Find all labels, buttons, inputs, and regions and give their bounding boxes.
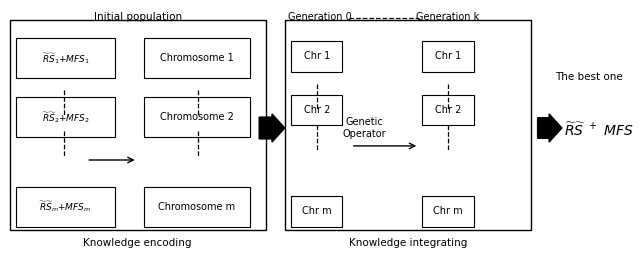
Bar [16,187,115,227]
Text: Chr 1: Chr 1 [435,51,461,61]
Text: Generation 0: Generation 0 [288,12,352,22]
Bar [144,187,250,227]
Text: Knowledge integrating: Knowledge integrating [349,238,467,248]
Text: Chromosome 2: Chromosome 2 [160,112,234,122]
Bar [285,20,531,230]
Text: $\widetilde{R}\widetilde{S}_m{+}MFS_m$: $\widetilde{R}\widetilde{S}_m{+}MFS_m$ [40,199,92,214]
Text: Initial population: Initial population [93,12,182,22]
Bar [144,38,250,78]
Bar [422,95,474,125]
Text: Chr m: Chr m [433,206,463,216]
Text: Chr 2: Chr 2 [303,105,330,115]
Bar [10,20,266,230]
Text: Chromosome 1: Chromosome 1 [160,53,234,63]
Bar [291,41,342,72]
Bar [422,41,474,72]
Bar [16,97,115,137]
Text: Chr 2: Chr 2 [435,105,461,115]
Bar [16,38,115,78]
Text: $\widetilde{R}\widetilde{S}$ $^+$ $MFS$: $\widetilde{R}\widetilde{S}$ $^+$ $MFS$ [564,122,634,139]
Text: Chr 1: Chr 1 [303,51,330,61]
FancyArrow shape [538,114,562,142]
Text: Genetic
Operator: Genetic Operator [343,117,387,139]
Text: $\widetilde{R}\widetilde{S}_2{+}MFS_2$: $\widetilde{R}\widetilde{S}_2{+}MFS_2$ [42,110,90,125]
Bar [144,97,250,137]
FancyArrow shape [259,114,285,142]
Text: $\widetilde{R}\widetilde{S}_1{+}MFS_1$: $\widetilde{R}\widetilde{S}_1{+}MFS_1$ [42,51,90,66]
Text: Chromosome m: Chromosome m [158,202,236,212]
Bar [422,196,474,227]
Bar [291,95,342,125]
Text: Generation k: Generation k [417,12,479,22]
Bar [291,196,342,227]
Text: Knowledge encoding: Knowledge encoding [83,238,192,248]
Text: The best one: The best one [555,72,623,82]
Text: Chr m: Chr m [302,206,332,216]
